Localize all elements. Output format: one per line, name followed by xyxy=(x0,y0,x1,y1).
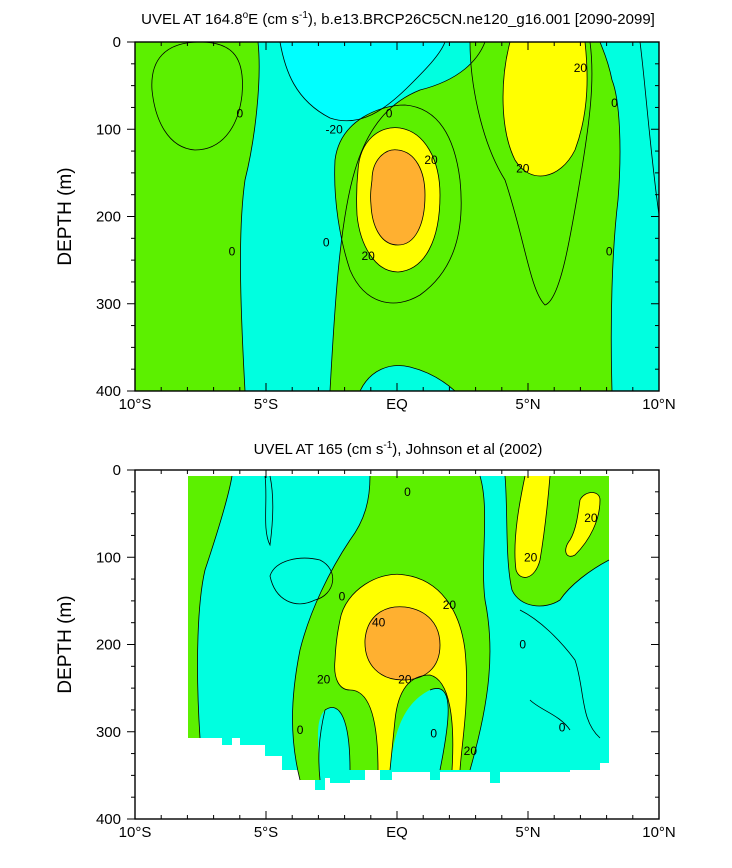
bottom-contour-label: 0 xyxy=(404,485,411,499)
bottom-contour-label: 20 xyxy=(398,672,412,686)
top-ytick-label: 100 xyxy=(96,121,121,138)
top-contour-label: 0 xyxy=(606,244,613,258)
top-fill-neg-band xyxy=(240,42,485,391)
bottom-contour-label: 20 xyxy=(464,744,478,758)
bottom-xtick-label: EQ xyxy=(386,824,408,841)
top-contour-label: 0 xyxy=(236,107,243,121)
bottom-xtick-label: 10°N xyxy=(642,824,676,841)
bottom-panel: UVEL AT 165 (cm s-1), Johnson et al (200… xyxy=(55,440,676,841)
bottom-ylabel: DEPTH (m) xyxy=(55,595,76,693)
bottom-ytick-label: 200 xyxy=(96,637,121,654)
bottom-contour-label: 0 xyxy=(430,726,437,740)
top-contour-label: 0 xyxy=(229,244,236,258)
bottom-contour-label: 20 xyxy=(317,672,331,686)
top-xtick-label: 5°N xyxy=(515,396,540,413)
bottom-ytick-label: 0 xyxy=(113,462,121,479)
bottom-contour-label: 20 xyxy=(584,511,598,525)
top-panel: UVEL AT 164.8oE (cm s-1), b.e13.BRCP26C5… xyxy=(55,10,676,413)
bottom-xtick-label: 10°S xyxy=(119,824,152,841)
top-xtick-label: 5°S xyxy=(254,396,278,413)
top-ylabel: DEPTH (m) xyxy=(55,167,76,265)
bottom-fill-left-strip xyxy=(188,476,232,738)
top-contour-label: 0 xyxy=(386,107,393,121)
bottom-panel-title: UVEL AT 165 (cm s-1), Johnson et al (200… xyxy=(254,440,543,458)
bottom-xtick-label: 5°S xyxy=(254,824,278,841)
top-ytick-label: 0 xyxy=(113,34,121,51)
top-panel-title: UVEL AT 164.8oE (cm s-1), b.e13.BRCP26C5… xyxy=(141,10,655,28)
top-ytick-label: 400 xyxy=(96,383,121,400)
top-contour-label: 20 xyxy=(574,61,588,75)
top-fill-neg-right xyxy=(600,42,659,391)
bottom-contour-label: 20 xyxy=(524,550,538,564)
top-contour-label: 20 xyxy=(516,162,530,176)
top-xtick-label: 10°N xyxy=(642,396,676,413)
top-ytick-label: 200 xyxy=(96,209,121,226)
bottom-contour-label: 20 xyxy=(443,598,457,612)
bottom-contour-label: 40 xyxy=(372,616,386,630)
top-fill-euc-core xyxy=(370,149,425,245)
bottom-fill-necc-yellow-2 xyxy=(565,492,600,557)
top-contour-label: 20 xyxy=(424,153,438,167)
top-fill-sw-blob xyxy=(151,42,243,150)
bottom-ytick-label: 300 xyxy=(96,724,121,741)
bottom-contour-label: 0 xyxy=(339,590,346,604)
top-xtick-label: 10°S xyxy=(119,396,152,413)
bottom-contour-label: 0 xyxy=(519,638,526,652)
bottom-ytick-label: 100 xyxy=(96,549,121,566)
top-contour-labels: 0 -20 0 20 20 0 20 0 0 20 0 xyxy=(229,61,619,263)
bottom-xtick-label: 5°N xyxy=(515,824,540,841)
bottom-contour-labels: 0 20 20 0 20 40 0 20 20 0 0 0 20 xyxy=(297,485,598,758)
top-xtick-label: EQ xyxy=(386,396,408,413)
bottom-contour-field xyxy=(188,475,610,790)
top-contour-label: 0 xyxy=(611,96,618,110)
top-contour-label: -20 xyxy=(325,122,343,136)
bottom-contour-lines xyxy=(197,475,610,781)
top-contour-field xyxy=(135,42,659,391)
top-contour-label: 20 xyxy=(362,249,376,263)
top-contour-lines xyxy=(151,42,659,391)
bottom-contour-label: 0 xyxy=(297,723,304,737)
top-ytick-label: 300 xyxy=(96,296,121,313)
bottom-fill-euc-core xyxy=(364,606,440,680)
bottom-contour-label: 0 xyxy=(559,720,566,734)
top-fill-necc-core xyxy=(503,42,588,177)
top-fill-deep-bump xyxy=(360,365,455,391)
top-contour-label: 0 xyxy=(323,236,330,250)
top-fill-neg20 xyxy=(280,42,445,121)
bottom-ytick-label: 400 xyxy=(96,811,121,828)
